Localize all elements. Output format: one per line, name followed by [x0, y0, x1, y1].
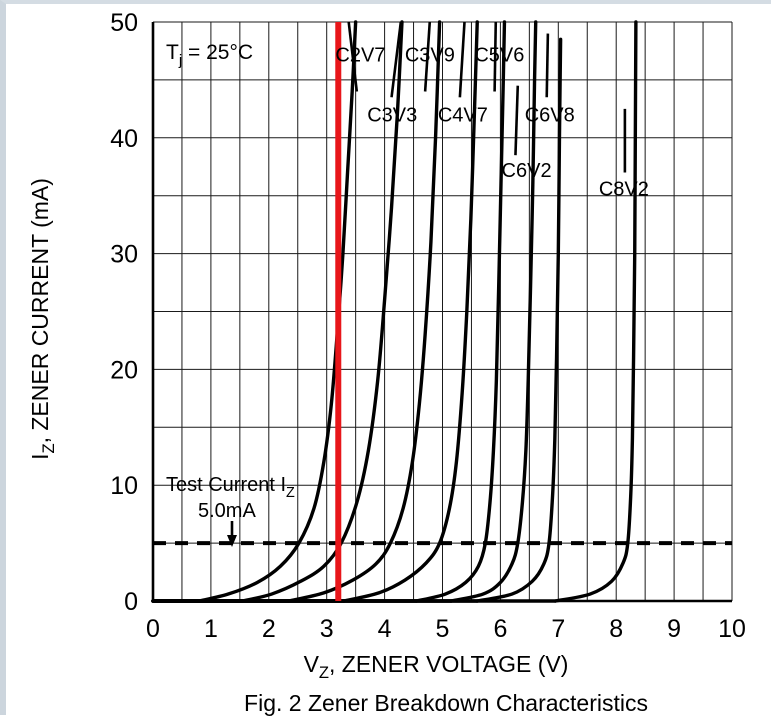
test-current-label-line1: Test Current IZ [166, 474, 295, 501]
x-tick-1: 1 [204, 615, 218, 643]
curve-C8V2 [553, 20, 638, 603]
curve-label-C3V9: C3V9 [405, 44, 455, 66]
y-tick-0: 0 [124, 588, 138, 616]
zener-breakdown-chart: C2V7 C3V3 C3V9 C4V7 C5V6 C6V2 C6V8 C8V2 0 1 2 3 4 5 6… [6, 4, 771, 719]
x-tick-7: 7 [551, 615, 565, 643]
curve-group [151, 20, 638, 603]
y-tick-30: 30 [110, 241, 138, 269]
y-tick-label-group: 0 10 20 30 40 50 [110, 9, 138, 616]
reference-line-group [153, 22, 732, 601]
curve-label-C8V2: C8V2 [599, 179, 649, 201]
x-tick-5: 5 [436, 615, 450, 643]
leader-C6V2 [514, 85, 520, 156]
x-tick-3: 3 [320, 615, 334, 643]
test-current-label-line2: 5.0mA [198, 500, 256, 522]
y-tick-20: 20 [110, 356, 138, 384]
test-current-arrow [227, 521, 237, 547]
leader-line-group [347, 21, 627, 173]
x-tick-10: 10 [718, 615, 746, 643]
x-tick-2: 2 [262, 615, 276, 643]
leader-C5V6 [493, 21, 498, 92]
temperature-annotation: Tj = 25°C [166, 41, 253, 69]
y-tick-50: 50 [110, 9, 138, 37]
curve-C5V6 [414, 20, 507, 603]
curve-label-C3V3: C3V3 [367, 105, 417, 127]
curve-C6V2 [449, 20, 538, 603]
curve-label-group: C2V7 C3V3 C3V9 C4V7 C5V6 C6V2 C6V8 C8V2 [335, 44, 648, 200]
curve-C3V9 [287, 20, 442, 603]
curve-label-C2V7: C2V7 [335, 44, 385, 66]
curve-C2V7 [197, 20, 358, 603]
x-tick-6: 6 [493, 615, 507, 643]
curve-label-C6V2: C6V2 [502, 160, 552, 182]
curve-label-C6V8: C6V8 [525, 105, 575, 127]
curve-C3V3 [241, 20, 404, 603]
leader-C3V9 [423, 21, 432, 92]
x-axis-title: VZ, ZENER VOLTAGE (V) [304, 651, 569, 682]
curve-label-C5V6: C5V6 [474, 44, 524, 66]
x-tick-8: 8 [609, 615, 623, 643]
leader-C4V7 [458, 21, 466, 98]
curve-label-C4V7: C4V7 [438, 105, 488, 127]
x-tick-9: 9 [667, 615, 681, 643]
x-tick-0: 0 [146, 615, 160, 643]
x-tick-label-group: 0 1 2 3 4 5 6 7 8 9 10 [146, 615, 746, 643]
x-tick-4: 4 [378, 615, 392, 643]
figure-caption: Fig. 2 Zener Breakdown Characteristics [244, 690, 648, 716]
curve-C4V7 [342, 20, 479, 603]
leader-C6V8 [545, 33, 550, 98]
leader-C2V7 [347, 21, 359, 92]
curve-C6V8 [475, 37, 563, 603]
y-tick-10: 10 [110, 472, 138, 500]
y-axis-title: IZ, ZENER CURRENT (mA) [27, 178, 58, 460]
leader-C3V3 [390, 21, 403, 98]
y-tick-40: 40 [110, 125, 138, 153]
